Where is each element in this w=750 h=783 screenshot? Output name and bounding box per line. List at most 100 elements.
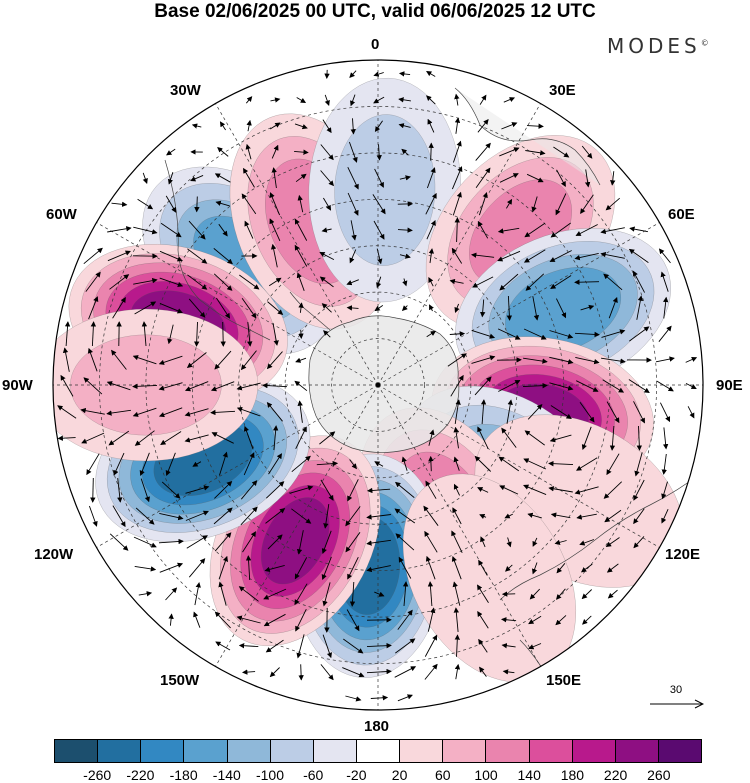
wind-vector [397, 609, 413, 630]
colorbar-tick-label: 220 [603, 767, 628, 783]
wind-vector [366, 514, 391, 520]
wind-vector [548, 460, 574, 467]
wind-vector [504, 513, 514, 519]
wind-vector [425, 192, 437, 215]
wind-vector [580, 194, 594, 215]
colorbar-segment [313, 740, 357, 762]
wind-vector [86, 453, 100, 476]
wind-vector [480, 399, 487, 425]
lon-label-60e: 60E [668, 206, 695, 223]
wind-vector [323, 197, 332, 211]
wind-vector [549, 356, 574, 365]
wind-vector [501, 427, 517, 448]
wind-vector [194, 582, 201, 606]
colorbar-tick-label: -60 [303, 767, 324, 783]
modes-logo: MODES© [607, 34, 709, 58]
wind-vector [349, 249, 357, 264]
wind-vector [265, 481, 285, 499]
wind-vector [346, 609, 360, 632]
wind-vector [133, 277, 158, 285]
wind-vector [633, 508, 645, 525]
wind-vector [240, 350, 257, 371]
wind-vector [454, 663, 461, 680]
wind-vector [582, 615, 592, 625]
wind-vector [479, 514, 487, 519]
wind-vector [323, 330, 331, 338]
wind-vector [523, 328, 547, 340]
wind-vector [236, 382, 261, 391]
wind-vector [658, 325, 672, 342]
wind-vector [366, 642, 392, 649]
wind-vector [497, 250, 521, 262]
wind-vector [265, 508, 286, 524]
map-border [52, 59, 704, 711]
wind-vector [271, 144, 279, 159]
wind-vector [581, 426, 592, 451]
wind-vector [296, 634, 305, 659]
wind-vector [213, 507, 233, 525]
wind-vector [187, 248, 208, 264]
wind-vector [159, 250, 183, 262]
wind-vector [453, 456, 460, 471]
wind-vector [525, 273, 545, 291]
wind-vector [658, 248, 671, 264]
wind-vector [238, 642, 259, 649]
wind-vector [266, 402, 283, 422]
wind-vector [295, 357, 307, 363]
wind-vector [273, 425, 279, 451]
wind-vector [498, 456, 520, 472]
wind-vector [502, 669, 515, 675]
wind-vector [319, 276, 334, 288]
lon-label-90e: 90E [716, 377, 743, 394]
wind-vector [245, 555, 252, 581]
wind-vector [402, 581, 409, 607]
wind-vector [239, 274, 260, 290]
wind-vector [240, 480, 258, 500]
wind-vector [188, 220, 206, 240]
wind-vector [294, 218, 308, 241]
wind-vector [109, 274, 130, 290]
wind-vector [522, 382, 548, 389]
latitude-circle [145, 152, 611, 618]
wind-vector [185, 510, 209, 521]
wind-vector [479, 299, 486, 318]
wind-vector [269, 122, 281, 130]
wind-vector [506, 537, 512, 548]
wind-vector [424, 663, 438, 680]
wind-vector [454, 117, 461, 134]
wind-vector [294, 149, 309, 155]
wind-vector [294, 583, 308, 606]
wind-vector [192, 461, 202, 467]
wind-vector [214, 532, 232, 552]
colorbar-tick-label: 60 [435, 767, 451, 783]
wind-vector [348, 141, 358, 163]
wind-vector [454, 399, 461, 424]
wind-vector [477, 584, 489, 604]
wind-vector [428, 142, 434, 161]
wind-vector [376, 248, 383, 265]
wind-vector [376, 276, 382, 289]
colorbar-segment [227, 740, 271, 762]
meridian-line [377, 384, 541, 667]
wind-vector [267, 301, 284, 315]
wind-vector [576, 380, 599, 392]
wind-vector [526, 173, 544, 183]
wind-vector [213, 273, 233, 291]
wind-vector [297, 194, 304, 213]
wind-vector [243, 425, 254, 450]
wind-vector [240, 506, 258, 526]
wind-vector [449, 331, 466, 337]
wind-vector [450, 374, 464, 397]
wind-vector [550, 222, 571, 238]
wind-vector [242, 669, 256, 675]
wind-vector [425, 480, 437, 499]
wind-vector [213, 248, 233, 265]
wind-vector [217, 147, 229, 157]
wind-vector [159, 562, 184, 573]
wind-vector [499, 485, 519, 495]
wind-vector [633, 401, 645, 424]
wind-vector [320, 664, 334, 681]
colorbar [54, 739, 702, 763]
wind-vector [528, 615, 542, 625]
wind-vector [394, 508, 416, 524]
